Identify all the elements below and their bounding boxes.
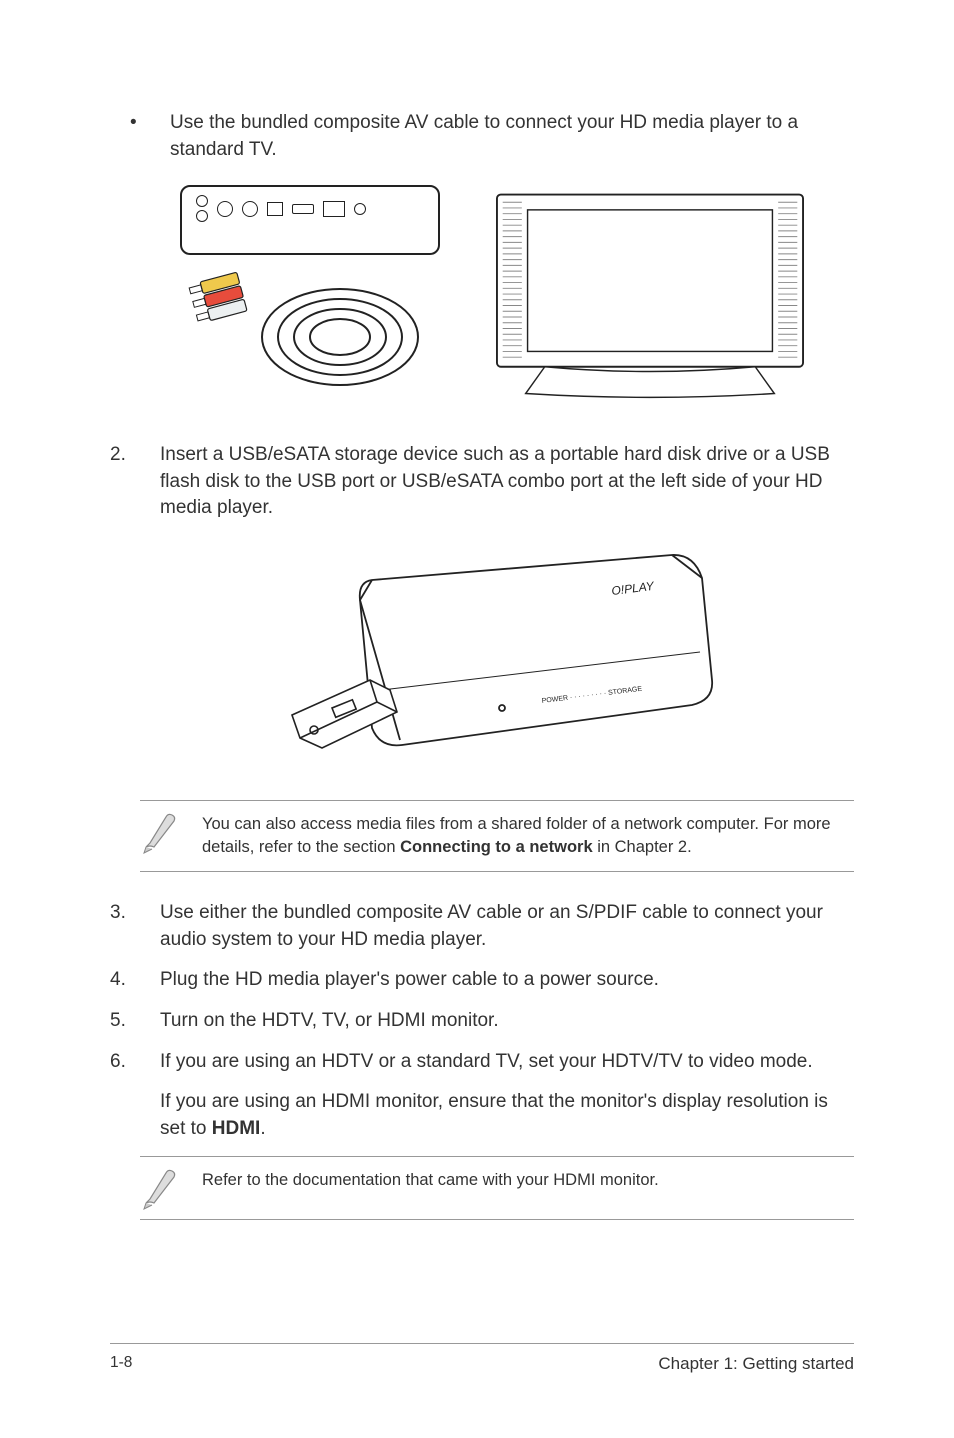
note-line1: You can also access media files from a s… (202, 815, 764, 833)
step-6: 6. If you are using an HDTV or a standar… (110, 1049, 854, 1076)
tv-icon (480, 185, 820, 405)
chapter-title: Chapter 1: Getting started (658, 1354, 854, 1374)
lan-port-icon (323, 201, 345, 217)
step-6b-post: . (260, 1118, 265, 1139)
step-6b-bold: HDMI (212, 1118, 261, 1139)
bullet-text: Use the bundled composite AV cable to co… (170, 110, 854, 163)
pencil-note-icon (140, 1167, 184, 1211)
step-text: Plug the HD media player's power cable t… (160, 967, 854, 994)
step-3: 3. Use either the bundled composite AV c… (110, 900, 854, 953)
cvbs-port-icon (217, 201, 233, 217)
device-and-cable-column (180, 185, 440, 412)
composite-cable-icon (180, 267, 440, 407)
av-jack-icon (196, 195, 208, 207)
hdmi-port-icon (292, 204, 314, 214)
step-number: 2. (110, 442, 160, 522)
step-number: 3. (110, 900, 160, 953)
note-text: You can also access media files from a s… (202, 809, 854, 863)
dc-in-port-icon (354, 203, 366, 215)
step-5: 5. Turn on the HDTV, TV, or HDMI monitor… (110, 1008, 854, 1035)
step-text: If you are using an HDTV or a standard T… (160, 1049, 854, 1076)
note-line2-bold: Connecting to a network (400, 838, 593, 856)
usb-port-icon (267, 202, 283, 216)
av-jack-icon (196, 210, 208, 222)
note-text: Refer to the documentation that came wit… (202, 1165, 854, 1196)
media-player-with-usb-icon: O!PLAY POWER · · · · · · · · · STORAGE (242, 540, 722, 780)
device-rear-panel (180, 185, 440, 255)
note-line2c: in Chapter 2. (593, 838, 692, 856)
spdif-port-icon (242, 201, 258, 217)
step-4: 4. Plug the HD media player's power cabl… (110, 967, 854, 994)
step-text: Insert a USB/eSATA storage device such a… (160, 442, 854, 522)
step-text: Turn on the HDTV, TV, or HDMI monitor. (160, 1008, 854, 1035)
pencil-note-icon (140, 811, 184, 855)
bullet-marker: • (110, 110, 170, 163)
page-number: 1-8 (110, 1354, 132, 1374)
step-number: 5. (110, 1008, 160, 1035)
page-footer: 1-8 Chapter 1: Getting started (110, 1343, 854, 1374)
bullet-item: • Use the bundled composite AV cable to … (110, 110, 854, 163)
diagram-av-connection (180, 185, 854, 412)
step-2: 2. Insert a USB/eSATA storage device suc… (110, 442, 854, 522)
note-hdmi-docs: Refer to the documentation that came wit… (140, 1156, 854, 1220)
note-network-access: You can also access media files from a s… (140, 800, 854, 872)
step-text: Use either the bundled composite AV cabl… (160, 900, 854, 953)
step-number: 6. (110, 1049, 160, 1076)
step-number: 4. (110, 967, 160, 994)
step-6-continuation: If you are using an HDMI monitor, ensure… (160, 1089, 854, 1142)
